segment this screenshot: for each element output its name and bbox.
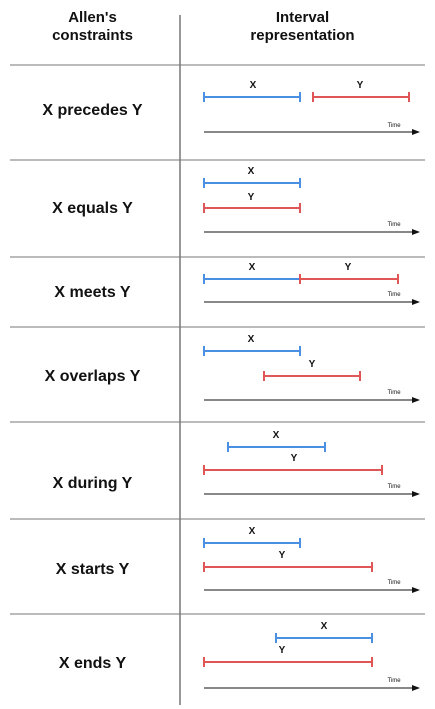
time-axis-label: Time: [387, 580, 401, 586]
x-interval-label: X: [273, 430, 280, 441]
y-interval-label: Y: [357, 80, 364, 91]
y-interval-label: Y: [309, 359, 316, 370]
y-interval-label: Y: [279, 550, 286, 561]
x-interval-label: X: [250, 80, 257, 91]
time-axis-label: Time: [387, 222, 401, 228]
y-interval-label: Y: [248, 192, 255, 203]
time-axis-arrowhead: [412, 491, 420, 497]
time-axis-arrowhead: [412, 299, 420, 305]
x-interval-label: X: [249, 262, 256, 273]
time-axis-label: Time: [387, 123, 401, 129]
y-interval-label: Y: [345, 262, 352, 273]
time-axis-arrowhead: [412, 587, 420, 593]
time-axis-label: Time: [387, 484, 401, 490]
y-interval-label: Y: [279, 645, 286, 656]
time-axis-label: Time: [387, 292, 401, 298]
time-axis-arrowhead: [412, 685, 420, 691]
interval-rows: X Y Time X Y Time X Y Time X Y Time X Y Time X Y Time X Y Ti…: [204, 80, 420, 691]
time-axis-label: Time: [387, 390, 401, 396]
y-interval-label: Y: [291, 453, 298, 464]
x-interval-label: X: [248, 166, 255, 177]
time-axis-arrowhead: [412, 229, 420, 235]
x-interval-label: X: [321, 621, 328, 632]
time-axis-label: Time: [387, 678, 401, 684]
time-axis-arrowhead: [412, 129, 420, 135]
x-interval-label: X: [248, 334, 255, 345]
time-axis-arrowhead: [412, 397, 420, 403]
x-interval-label: X: [249, 526, 256, 537]
